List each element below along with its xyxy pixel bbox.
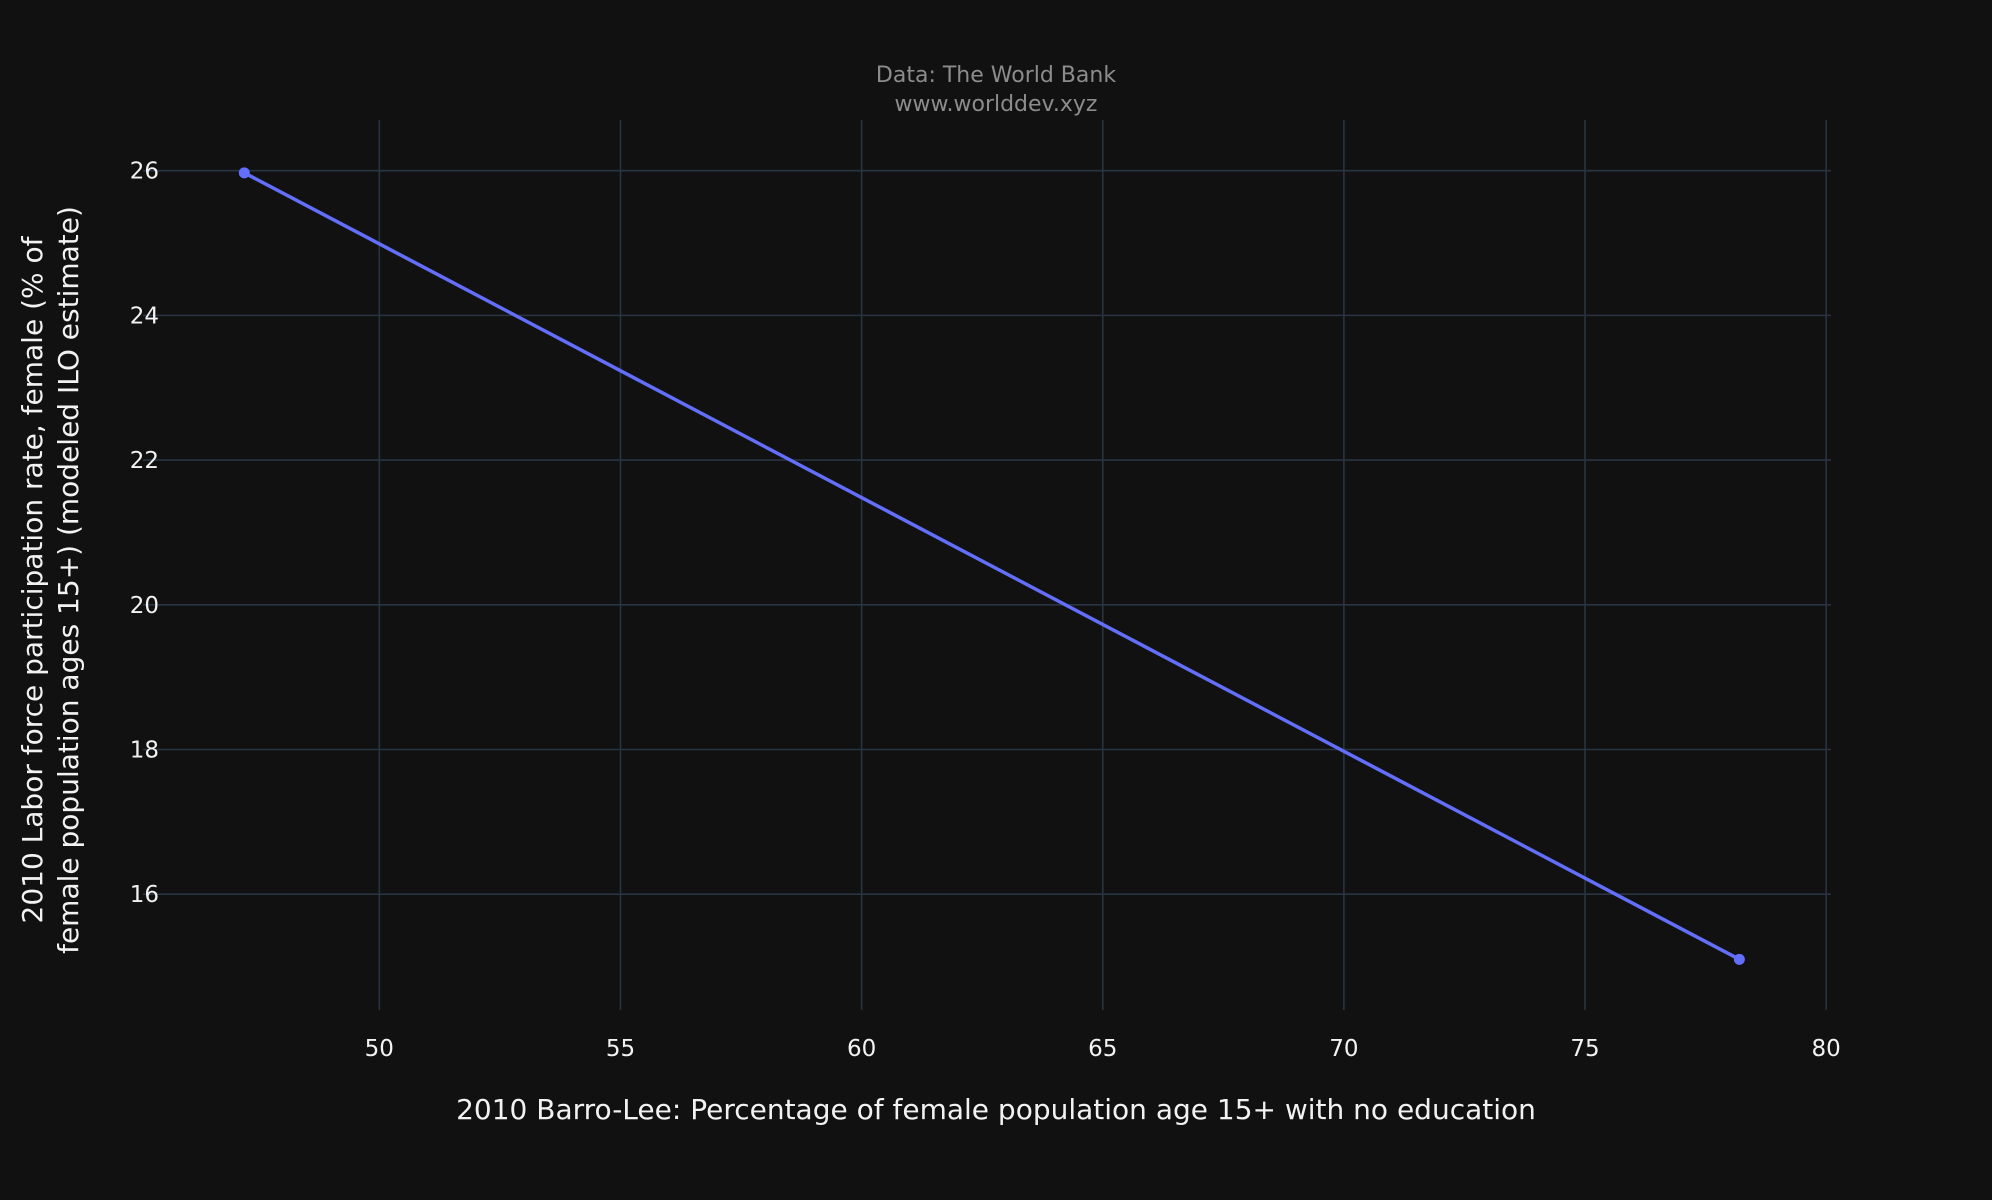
x-tick-label: 60 bbox=[847, 1036, 876, 1062]
y-gridlines bbox=[143, 169, 1831, 896]
y-axis-title-line-1: 2010 Labor force participation rate, fem… bbox=[16, 235, 49, 923]
x-tick-label: 75 bbox=[1570, 1036, 1599, 1062]
y-tick-label: 20 bbox=[130, 593, 159, 619]
y-axis-title-line-2: female population ages 15+) (modeled ILO… bbox=[52, 206, 85, 954]
x-tick-label: 80 bbox=[1812, 1036, 1841, 1062]
series-layer bbox=[238, 167, 1745, 965]
chart-title-line-1: Data: The World Bank bbox=[876, 63, 1116, 88]
x-tick-label: 50 bbox=[365, 1036, 394, 1062]
series-line bbox=[242, 171, 1742, 962]
chart-title-line-2: www.worlddev.xyz bbox=[895, 92, 1098, 117]
y-tick-label: 16 bbox=[130, 882, 159, 908]
x-gridlines bbox=[378, 120, 1827, 1010]
y-tick-labels: 16 18 20 22 24 26 bbox=[130, 159, 159, 909]
x-tick-label: 65 bbox=[1088, 1036, 1117, 1062]
x-tick-label: 70 bbox=[1329, 1036, 1358, 1062]
y-tick-label: 24 bbox=[130, 303, 159, 329]
y-tick-label: 18 bbox=[130, 738, 159, 764]
y-tick-label: 22 bbox=[130, 448, 159, 474]
x-tick-label: 55 bbox=[606, 1036, 635, 1062]
x-tick-labels: 50 55 60 65 70 75 80 bbox=[365, 1036, 1841, 1062]
y-tick-label: 26 bbox=[130, 159, 159, 185]
data-point bbox=[1733, 953, 1745, 965]
data-point bbox=[238, 167, 250, 179]
x-axis-title: 2010 Barro-Lee: Percentage of female pop… bbox=[456, 1093, 1536, 1126]
